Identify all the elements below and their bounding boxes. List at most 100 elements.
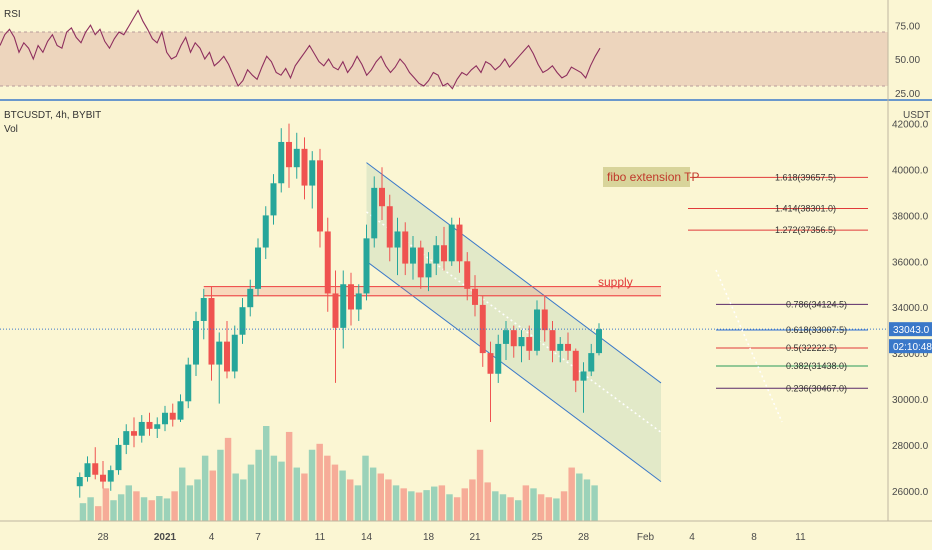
candle-body xyxy=(231,334,238,372)
volume-bar xyxy=(255,449,262,521)
volume-bar xyxy=(415,492,423,521)
volume-bar xyxy=(201,455,209,521)
rsi-label: RSI xyxy=(4,9,21,20)
candle-body xyxy=(479,304,486,354)
candle-body xyxy=(177,401,184,420)
candle-body xyxy=(363,238,370,294)
volume-bar xyxy=(515,500,522,521)
candle-body xyxy=(123,431,130,445)
candle-body xyxy=(309,160,316,186)
candle-body xyxy=(518,337,525,347)
candle-body xyxy=(487,353,494,374)
price-pane: 1.618(39657.5) 1.414(38301.0) 1.272(37356.… xyxy=(0,110,888,521)
fib-retracement-label: 0.786(34124.5) xyxy=(786,299,847,309)
volume-bar xyxy=(545,497,552,521)
fib-retracement-label: 0.5(32222.5) xyxy=(786,343,837,353)
time-tick-label: 18 xyxy=(423,532,435,543)
volume-bar xyxy=(499,494,507,521)
candle-body xyxy=(301,148,308,186)
candle-body xyxy=(402,231,409,264)
candle-body xyxy=(433,245,440,264)
volume-bar xyxy=(156,496,163,521)
price-tick-label: 30000.0 xyxy=(892,395,929,406)
projection-line xyxy=(715,269,783,423)
candle-body xyxy=(286,141,292,168)
candle-body xyxy=(572,350,579,381)
supply-zone[interactable] xyxy=(203,286,661,296)
volume-bar xyxy=(392,485,400,521)
volume-bar xyxy=(110,500,117,521)
price-tick-label: 36000.0 xyxy=(892,257,929,268)
candle-body xyxy=(84,463,91,478)
time-tick-label: 25 xyxy=(531,532,543,543)
current-price-badge-bg xyxy=(889,322,932,337)
candle-body xyxy=(332,293,339,328)
candles xyxy=(76,123,602,498)
volume-bar xyxy=(224,437,232,521)
volume-bar xyxy=(331,464,339,521)
volume-bar xyxy=(117,494,125,521)
candle-body xyxy=(379,187,385,207)
candle-body xyxy=(425,263,432,278)
candle-body xyxy=(441,245,447,262)
symbol-label: BTCUSDT, 4h, BYBIT xyxy=(4,110,101,121)
candle-body xyxy=(448,224,455,262)
candle-body xyxy=(107,470,114,482)
volume-bar xyxy=(140,497,148,521)
time-tick-label: 4 xyxy=(689,532,695,543)
price-axis[interactable]: 42000.0 40000.0 38000.0 36000.0 34000.0 32000… xyxy=(887,0,932,521)
candle-body xyxy=(270,183,277,216)
candle-body xyxy=(495,343,502,374)
candle-body xyxy=(464,261,471,289)
rsi-tick-label: 50.00 xyxy=(895,55,920,66)
fib-extension-label: 1.414(38301.0) xyxy=(775,203,836,213)
volume-bar xyxy=(492,491,499,521)
candle-body xyxy=(169,412,176,420)
volume-bar xyxy=(263,426,270,521)
candle-body xyxy=(580,371,587,381)
price-tick-label: 32000.0 xyxy=(892,349,929,360)
candle-body xyxy=(146,421,153,429)
candle-body xyxy=(317,160,323,232)
volume-bar xyxy=(453,497,461,521)
rsi-tick-label: 75.00 xyxy=(895,21,920,32)
candle-body xyxy=(549,330,556,351)
time-tick-label: 28 xyxy=(97,532,109,543)
candle-body xyxy=(262,215,269,248)
volume-bar xyxy=(400,488,407,521)
volume-bar xyxy=(79,503,87,521)
candle-body xyxy=(340,284,347,328)
volume-bar xyxy=(171,491,178,521)
candle-body xyxy=(557,343,564,351)
fib-retracement-label: 0.618(33007.5) xyxy=(786,325,847,335)
current-price-text: 33043.0 xyxy=(893,325,930,336)
volume-bar xyxy=(179,467,186,521)
channel-upper-line[interactable] xyxy=(366,162,662,384)
candle-body xyxy=(239,307,246,335)
countdown-text: 02:10:48 xyxy=(893,342,932,353)
candle-body xyxy=(472,288,478,305)
volume-bar xyxy=(133,491,140,521)
fibo-title-box[interactable] xyxy=(603,167,690,187)
volume-bar xyxy=(476,449,484,521)
vol-label: Vol xyxy=(4,124,18,135)
candle-body xyxy=(216,341,223,365)
time-axis-ticks: 28 2021 4 7 11 14 18 21 25 28 Feb 4 8 11 xyxy=(97,532,806,543)
candle-body xyxy=(324,231,331,294)
volume-bar xyxy=(431,486,438,521)
candle-body xyxy=(224,341,230,372)
channel-lower-line[interactable] xyxy=(366,260,662,483)
time-tick-label: 2021 xyxy=(154,532,177,543)
candle-body xyxy=(293,148,300,168)
candle-body xyxy=(138,421,145,436)
volume-bar xyxy=(583,479,591,521)
supply-label: supply xyxy=(598,275,633,289)
volume-bar xyxy=(576,473,583,521)
fibo-title: fibo extension TP xyxy=(607,170,700,184)
volume-bar xyxy=(507,497,514,521)
volume-bar xyxy=(87,497,94,521)
rsi-band xyxy=(0,32,888,86)
volume-bar xyxy=(186,485,194,521)
time-axis[interactable]: 28 2021 4 7 11 14 18 21 25 28 Feb 4 8 11 xyxy=(0,520,932,543)
